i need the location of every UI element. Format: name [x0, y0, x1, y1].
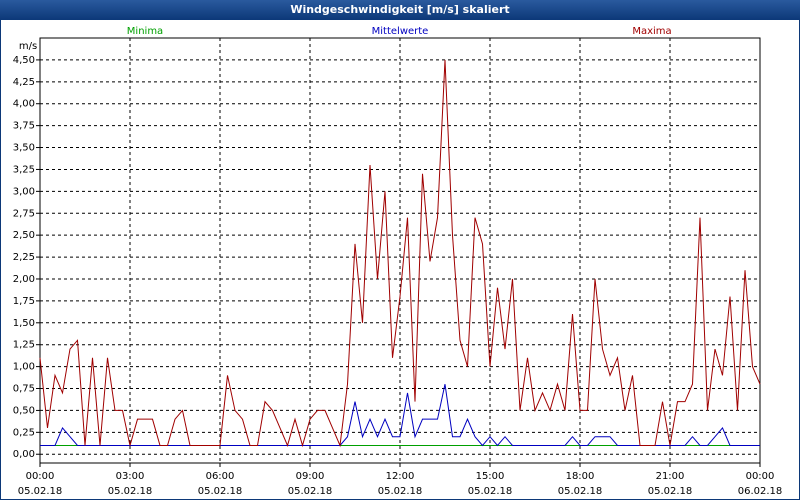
x-tick-label: 00:00 — [746, 471, 775, 482]
y-tick-label: 0,25 — [13, 427, 35, 438]
x-tick-label: 03:00 — [116, 471, 145, 482]
chart-title: Windgeschwindigkeit [m/s] skaliert — [290, 3, 509, 16]
y-tick-label: 2,25 — [13, 252, 35, 263]
plot-border — [39, 37, 761, 464]
x-tick-date: 05.02.18 — [558, 486, 603, 497]
x-tick-date: 05.02.18 — [198, 486, 243, 497]
x-tick-date: 06.02.18 — [738, 486, 783, 497]
y-tick-label: 3,25 — [13, 164, 35, 175]
y-tick-label: 4,50 — [13, 55, 35, 66]
x-tick-label: 00:00 — [26, 471, 55, 482]
y-axis-label: m/s — [19, 41, 37, 52]
y-tick-label: 3,75 — [13, 121, 35, 132]
title-bar — [0, 0, 800, 20]
y-tick-label: 1,25 — [13, 340, 35, 351]
y-tick-label: 4,25 — [13, 77, 35, 88]
series-line — [39, 59, 761, 448]
y-tick-label: 3,00 — [13, 186, 35, 197]
x-tick-date: 05.02.18 — [288, 486, 333, 497]
legend-label: Maxima — [632, 26, 671, 37]
y-tick-label: 1,75 — [13, 296, 35, 307]
y-tick-label: 0,00 — [13, 449, 35, 460]
x-tick-label: 09:00 — [296, 471, 325, 482]
x-tick-date: 05.02.18 — [468, 486, 513, 497]
y-tick-label: 1,00 — [13, 362, 35, 373]
y-tick-label: 2,75 — [13, 208, 35, 219]
y-tick-label: 4,00 — [13, 99, 35, 110]
y-tick-label: 1,50 — [13, 318, 35, 329]
x-tick-label: 21:00 — [656, 471, 685, 482]
x-tick-date: 05.02.18 — [648, 486, 693, 497]
y-tick-label: 3,50 — [13, 143, 35, 154]
legend-label: Mittelwerte — [372, 26, 429, 37]
y-tick-label: 2,50 — [13, 230, 35, 241]
y-tick-label: 0,50 — [13, 405, 35, 416]
x-tick-date: 05.02.18 — [378, 486, 423, 497]
x-tick-date: 05.02.18 — [18, 486, 63, 497]
x-tick-label: 12:00 — [386, 471, 415, 482]
y-tick-label: 0,75 — [13, 384, 35, 395]
y-tick-label: 2,00 — [13, 274, 35, 285]
x-tick-label: 15:00 — [476, 471, 505, 482]
x-tick-label: 18:00 — [566, 471, 595, 482]
x-tick-date: 05.02.18 — [108, 486, 153, 497]
legend-label: Minima — [127, 26, 163, 37]
x-tick-label: 06:00 — [206, 471, 235, 482]
